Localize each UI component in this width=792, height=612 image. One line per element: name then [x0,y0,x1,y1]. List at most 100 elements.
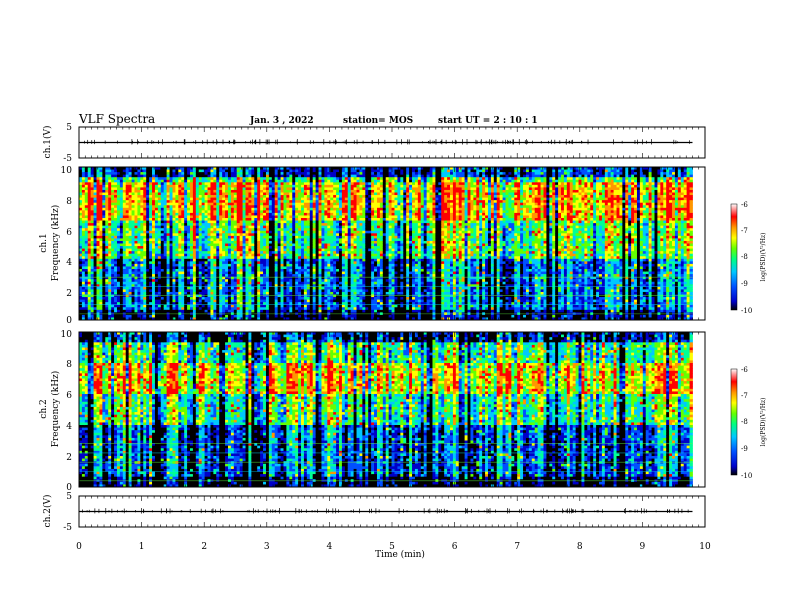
spectrogram-cell [126,203,129,206]
spectrogram-cell [135,203,138,206]
spectrogram-cell [146,210,149,213]
spectrogram-cell [140,218,143,221]
spectrogram-cell [161,254,164,257]
spectrogram-cell [111,238,114,241]
spectrogram-cell [132,287,135,290]
spectrogram-cell [143,221,146,224]
spectrogram-cell [167,180,170,183]
spectrogram-cell [178,295,181,298]
spectrogram-cell [85,210,88,213]
spectrogram-cell [137,233,140,236]
spectrogram-cell [85,172,88,175]
spectrogram-cell [123,185,126,188]
spectrogram-cell [117,187,120,190]
spectrogram-cell [161,193,164,196]
spectrogram-cell [137,175,140,178]
spectrogram-cell [152,208,155,211]
spectrogram-cell [105,292,108,295]
spectrogram-cell [120,190,123,193]
spectrogram-cell [82,223,85,226]
spectrogram-cell [149,190,152,193]
spectrogram-cell [155,208,158,211]
spectrogram-cell [181,282,184,285]
spectrogram-cell [82,254,85,257]
spectrogram-cell [167,213,170,216]
spectrogram-cell [105,210,108,213]
spectrogram-cell [158,289,161,292]
spectrogram-cell [164,279,167,282]
spectrogram-cell [137,269,140,272]
spectrogram-cell [105,315,108,318]
spectrogram-cell [111,180,114,183]
spectrogram-cell [82,203,85,206]
spectrogram-cell [149,307,152,310]
spectrogram-cell [140,223,143,226]
spectrogram-cell [164,289,167,292]
spectrogram-cell [164,226,167,229]
spectrogram-cell [123,259,126,262]
spectrogram-cell [181,210,184,213]
spectrogram-cell [161,172,164,175]
spectrogram-cell [155,297,158,300]
spectrogram-cell [172,185,175,188]
spectrogram-cell [117,203,120,206]
spectrogram-cell [111,284,114,287]
spectrogram-cell [164,223,167,226]
spectrogram-cell [132,272,135,275]
spectrogram-cell [190,193,193,196]
spectrogram-cell [152,256,155,259]
spectrogram-cell [105,295,108,298]
spectrogram-cell [117,210,120,213]
spectrogram-cell [85,175,88,178]
spectrogram-cell [111,221,114,224]
spectrogram-cell [178,223,181,226]
spectrogram-cell [114,172,117,175]
spectrogram-cell [155,284,158,287]
spectrogram-cell [91,300,94,303]
spectrogram-cell [140,254,143,257]
spectrogram-cell [120,261,123,264]
spectrogram-cell [97,305,100,308]
spectrogram-cell [178,226,181,229]
spectrogram-cell [137,208,140,211]
spectrogram-cell [85,187,88,190]
spectrogram-cell [135,180,138,183]
spectrogram-cell [82,221,85,224]
spectrogram-cell [178,305,181,308]
spectrogram-cell [123,208,126,211]
spectrogram-cell [105,231,108,234]
spectrogram-cell [140,266,143,269]
spectrogram-cell [97,274,100,277]
spectrogram-cell [178,208,181,211]
spectrogram-cell [126,266,129,269]
spectrogram-cell [135,279,138,282]
spectrogram-cell [126,223,129,226]
spectrogram-cell [97,254,100,257]
spectrogram-cell [175,182,178,185]
spectrogram-cell [105,218,108,221]
spectrogram-cell [94,249,97,252]
spectrogram-cell [155,175,158,178]
spectrogram-cell [146,300,149,303]
spectrogram-cell [152,315,155,318]
spectrogram-cell [167,307,170,310]
spectrogram-cell [111,200,114,203]
spectrogram-cell [97,226,100,229]
spectrogram-cell [190,226,193,229]
spectrogram-cell [143,180,146,183]
spectrogram-cell [175,282,178,285]
spectrogram-cell [82,266,85,269]
spectrogram-cell [181,315,184,318]
spectrogram-cell [184,210,187,213]
spectrogram-cell [88,310,91,313]
spectrogram-cell [99,307,102,310]
spectrogram-cell [135,282,138,285]
spectrogram-cell [123,287,126,290]
spectrogram-cell [117,289,120,292]
spectrogram-cell [108,269,111,272]
spectrogram-cell [114,175,117,178]
spectrogram-cell [91,236,94,239]
spectrogram-cell [175,170,178,173]
spectrogram-cell [140,259,143,262]
spectrogram-cell [108,274,111,277]
